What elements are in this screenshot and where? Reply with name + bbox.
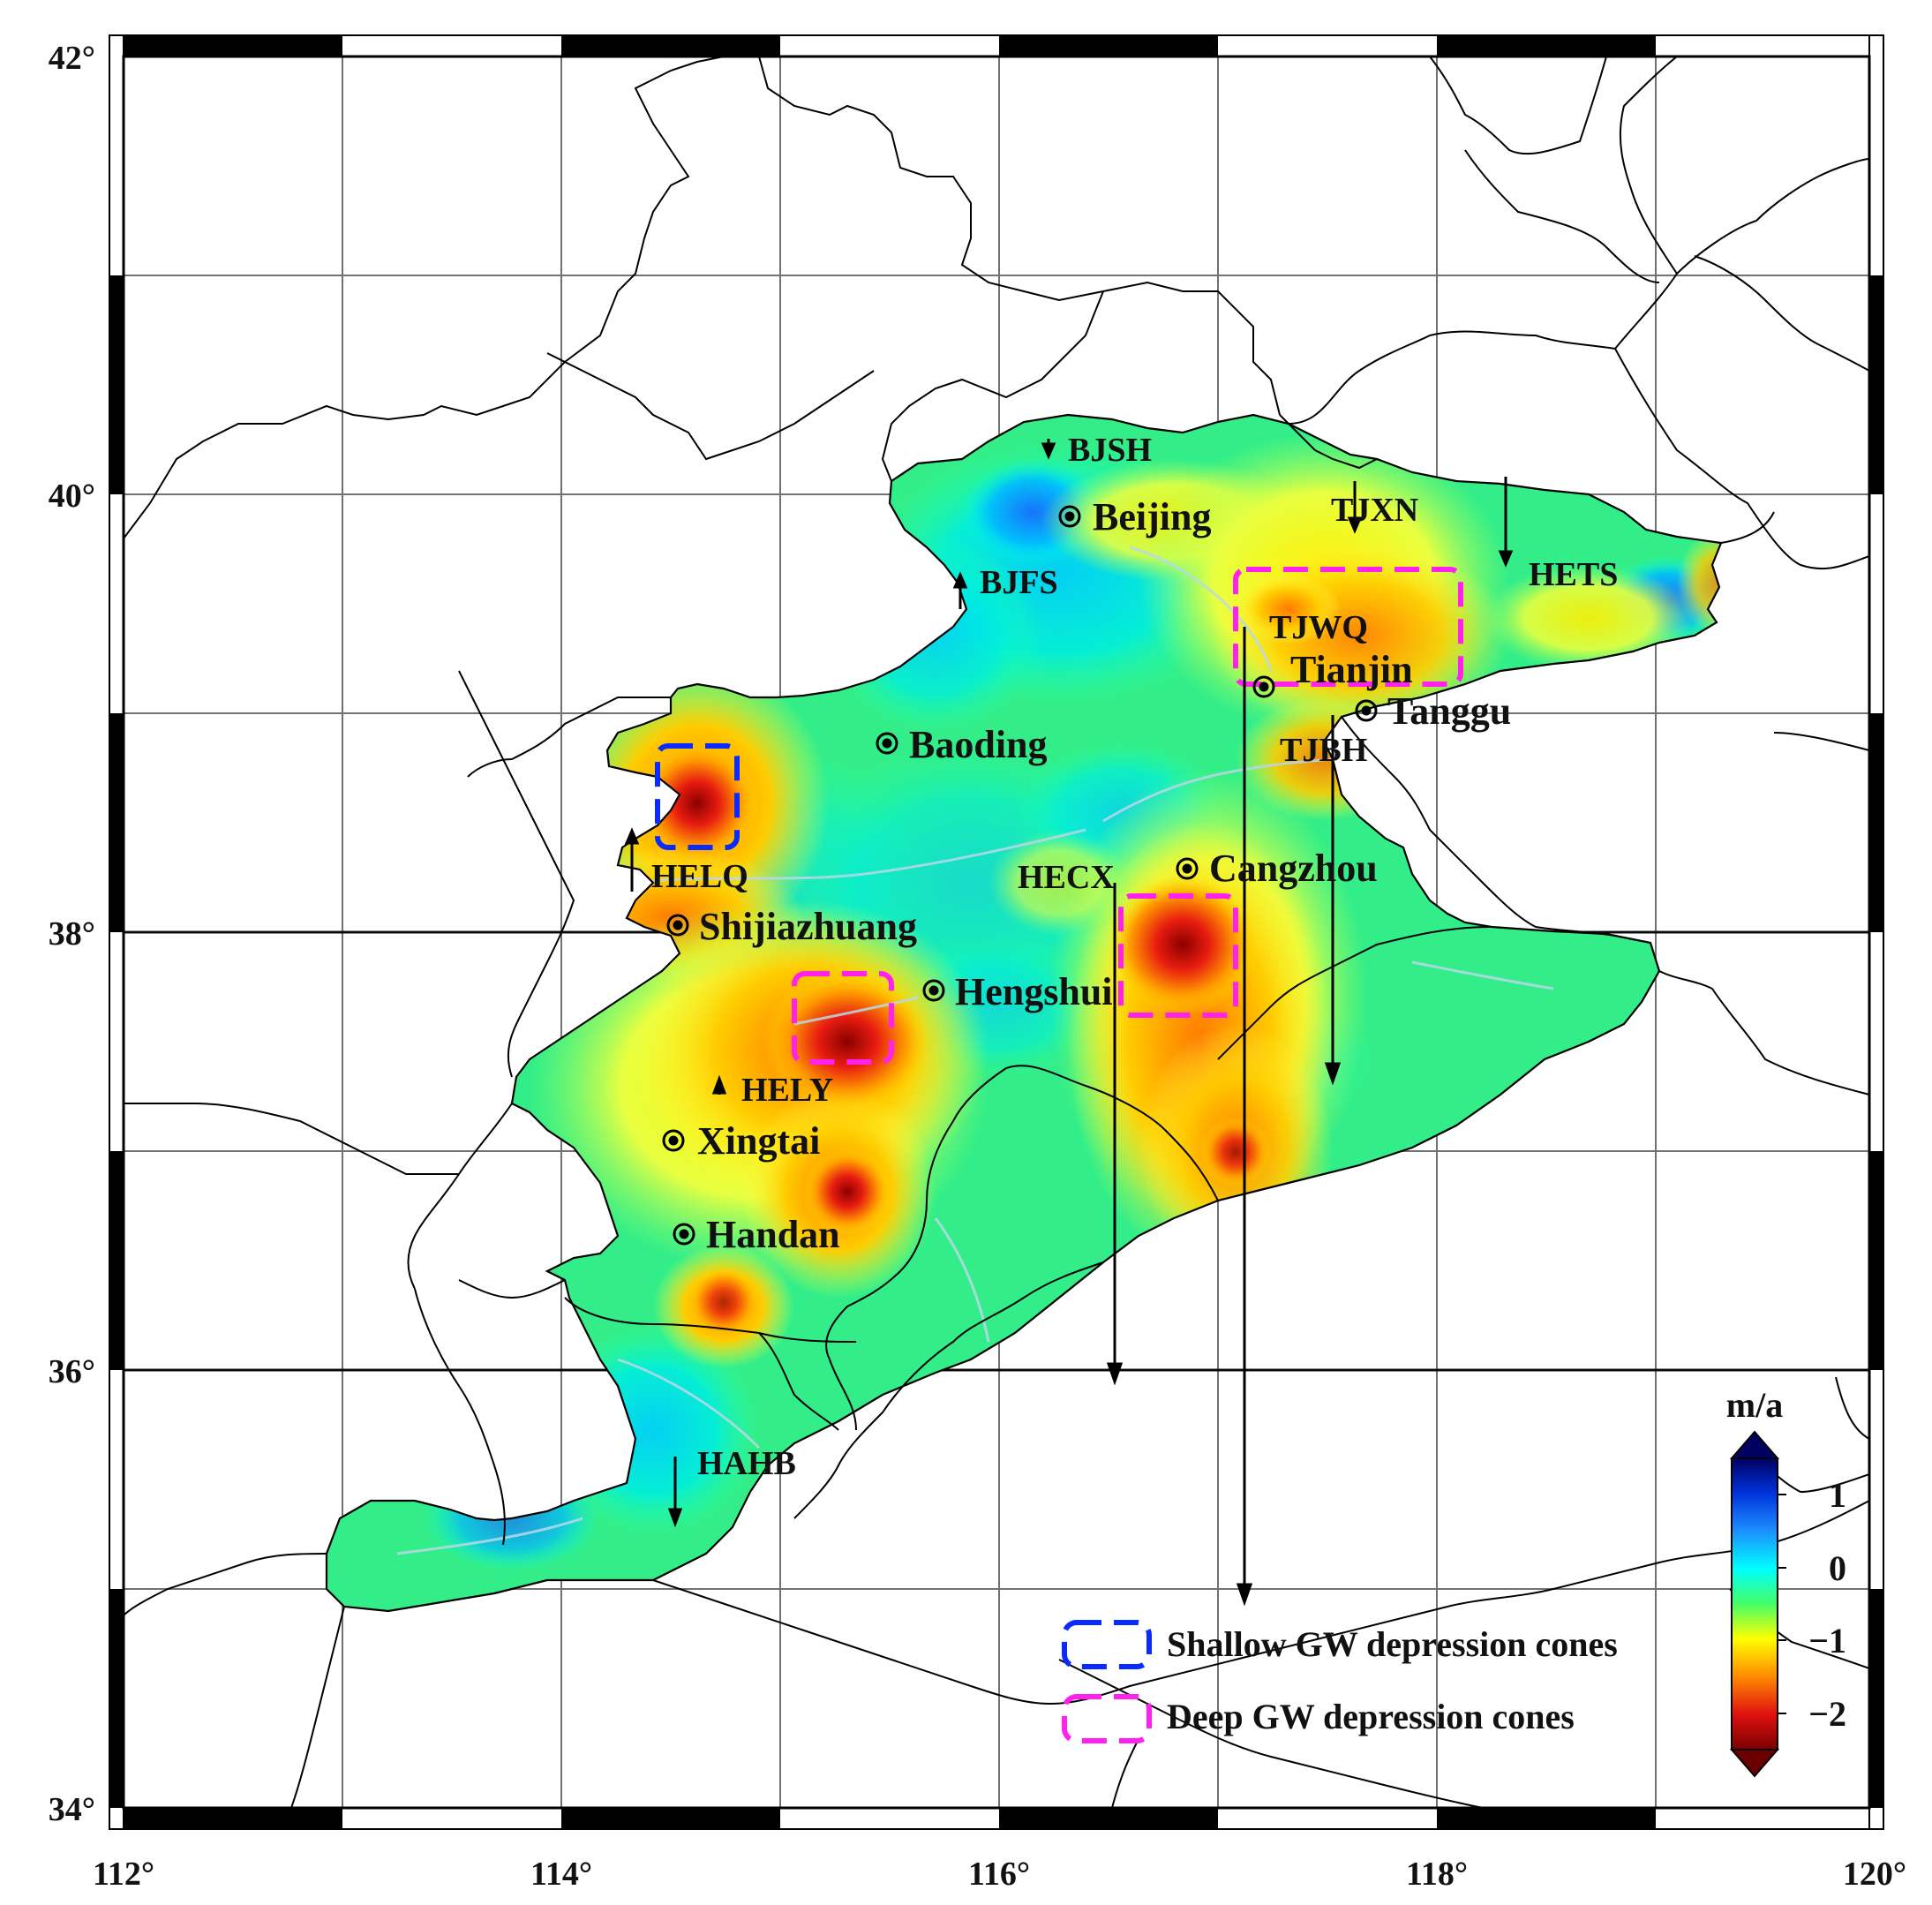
city-label-baoding: Baoding <box>909 723 1048 766</box>
station-label-bjfs: BJFS <box>980 564 1058 601</box>
station-label-hahb: HAHB <box>697 1445 796 1482</box>
colorbar-tick-0: 0 <box>1829 1548 1846 1588</box>
city-marker-beijing <box>1058 505 1081 528</box>
city-labels: Beijing Tianjin Tanggu Baoding Cangzhou … <box>697 495 1511 1256</box>
x-tick-112: 112° <box>93 1856 154 1893</box>
station-label-bjsh: BJSH <box>1068 432 1152 469</box>
y-tick-34: 34° <box>49 1791 95 1828</box>
station-label-helq: HELQ <box>651 858 748 895</box>
colorbar-tick-1: 1 <box>1829 1475 1846 1515</box>
arrow-bjsh <box>1041 439 1056 460</box>
x-tick-118: 118° <box>1406 1856 1468 1893</box>
x-tick-120: 120° <box>1843 1856 1906 1893</box>
city-label-hengshui: Hengshui <box>955 970 1113 1013</box>
station-label-hets: HETS <box>1529 556 1618 593</box>
city-marker-baoding <box>876 732 898 755</box>
colorbar-unit: m/a <box>1726 1385 1783 1425</box>
y-tick-38: 38° <box>49 915 95 952</box>
city-label-beijing: Beijing <box>1093 495 1211 538</box>
arrow-hely <box>711 1074 727 1095</box>
deep-cone-box-hengshui <box>792 971 894 1065</box>
city-markers <box>662 505 1378 1246</box>
shallow-cone-box-helq <box>655 743 740 850</box>
city-marker-shijiazhuang <box>666 914 689 937</box>
arrow-hahb <box>667 1457 683 1528</box>
legend-label-deep: Deep GW depression cones <box>1167 1697 1575 1736</box>
arrow-hecx <box>1106 883 1124 1386</box>
x-tick-114: 114° <box>530 1856 592 1893</box>
city-label-tianjin: Tianjin <box>1290 648 1413 691</box>
legend-swatch-deep <box>1062 1694 1152 1743</box>
deep-cone-box-cangzhou <box>1118 893 1238 1018</box>
legend-swatch-shallow <box>1062 1620 1152 1669</box>
legend-label-shallow: Shallow GW depression cones <box>1167 1624 1618 1664</box>
arrow-bjfs <box>952 571 968 609</box>
city-label-handan: Handan <box>706 1213 840 1256</box>
station-label-hecx: HECX <box>1018 859 1115 896</box>
city-marker-handan <box>673 1223 695 1246</box>
arrow-tjwq <box>1236 627 1253 1607</box>
station-label-tjwq: TJWQ <box>1269 609 1368 646</box>
colorbar-tick-minus2: −2 <box>1808 1694 1846 1734</box>
y-tick-36: 36° <box>49 1353 95 1390</box>
city-marker-cangzhou <box>1176 857 1199 880</box>
city-label-shijiazhuang: Shijiazhuang <box>699 905 917 948</box>
city-label-xingtai: Xingtai <box>697 1119 820 1163</box>
map-frame <box>109 34 1884 1830</box>
city-marker-tianjin <box>1252 675 1275 698</box>
colorbar-tick-minus1: −1 <box>1808 1621 1846 1660</box>
colorbar: m/a 1 0 −1 −2 <box>1726 1385 1846 1778</box>
x-axis-labels: 112° 114° 116° 118° 120° <box>93 1856 1906 1893</box>
station-label-tjbh: TJBH <box>1280 732 1367 769</box>
arrow-hets <box>1498 477 1514 568</box>
city-marker-hengshui <box>922 979 945 1002</box>
deep-cone-box-tjwq <box>1233 567 1463 687</box>
station-arrows <box>624 439 1514 1607</box>
depression-cone-boxes <box>655 567 1463 1065</box>
x-tick-116: 116° <box>968 1856 1030 1893</box>
station-labels: BJSH BJFS TJXN HETS TJWQ TJBH HELQ HECX … <box>651 432 1618 1482</box>
y-axis-labels: 34° 36° 38° 40° 42° <box>49 40 95 1828</box>
station-label-hely: HELY <box>741 1072 833 1109</box>
city-marker-tanggu <box>1355 699 1378 722</box>
city-label-cangzhou: Cangzhou <box>1209 847 1378 890</box>
arrow-helq <box>624 827 640 892</box>
station-label-tjxn: TJXN <box>1331 492 1418 529</box>
arrow-tjbh <box>1324 715 1342 1086</box>
y-tick-42: 42° <box>49 40 95 77</box>
city-label-tanggu: Tanggu <box>1387 689 1511 733</box>
legend: Shallow GW depression cones Deep GW depr… <box>1062 1620 1618 1743</box>
city-marker-xingtai <box>662 1129 685 1152</box>
y-tick-40: 40° <box>49 478 95 515</box>
arrow-tjxn <box>1347 481 1363 534</box>
